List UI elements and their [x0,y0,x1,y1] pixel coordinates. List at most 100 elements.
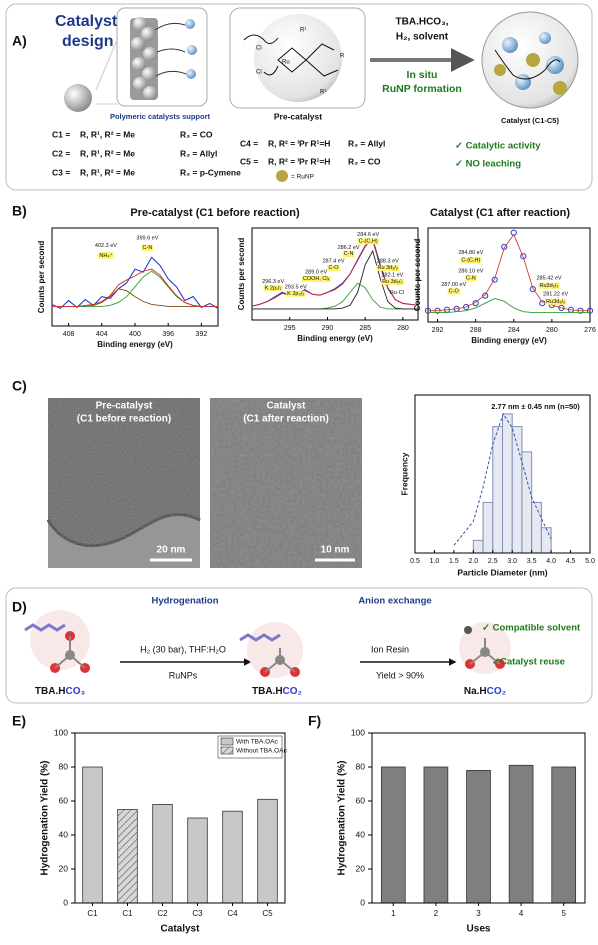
bar [82,766,103,904]
y-tick-label: 80 [59,761,69,771]
bar [380,766,406,904]
peak-label: 284.6 eV [357,232,379,238]
bar [187,817,208,904]
plot-frame [427,227,591,323]
label-highlight [460,257,482,264]
bar [466,770,491,904]
x-axis-label: Uses [467,924,491,935]
peak-label: 289.0 eV [305,270,327,276]
atom-label: Cl [256,46,262,52]
fit-curve [453,412,552,546]
catalyst-def: R₃ = Allyl [180,148,217,158]
peak-label: C-N [466,275,476,281]
compound-prefix: Na.H [464,686,487,697]
x-tick-label: C1 [87,909,98,918]
x-tick-label: C3 [192,909,203,918]
x-tick-label: 404 [96,331,108,338]
histogram-bar [540,527,552,554]
spectrum-line [251,240,419,307]
compound-label: Na.HCO₂ [464,686,506,697]
peak-label: COOH, Clₓ [303,276,330,282]
step-title: Anion exchange [358,596,431,607]
peak-label: Ru3d₃/₂ [539,283,558,289]
catalyst-def: R, R¹, R² = Me [80,129,135,139]
design-title: design [62,33,114,50]
compound-prefix: TBA.H [252,686,283,697]
x-tick-label: C5 [262,909,273,918]
catalyst-contents [494,32,567,95]
spectrum-line [252,249,418,310]
molecule-tba-hco3 [24,610,90,673]
peak-label: 285.42 eV [536,275,561,281]
plot-frame [251,227,419,321]
support-label: Polymeric catalysts support [110,112,211,121]
label-highlight [357,238,379,245]
in-situ-label: In situ [407,69,438,81]
y-axis-label: Hydrogenation Yield (%) [337,760,348,875]
catalyst-def: R₃ = CO [348,156,381,166]
x-axis-label: Particle Diameter (nm) [457,567,547,577]
catalyst-def: R₃ = p-Cymene [180,167,241,177]
peak-label: 293.5 eV [285,284,307,290]
molecule-na-hco2 [459,622,511,674]
catalyst-def: R₃ = CO [180,129,213,139]
label-highlight [141,245,154,252]
peak-label: C-(C,H) [461,257,480,263]
step-condition: Ion Resin [371,644,409,654]
label-highlight [464,275,477,282]
label-highlight [263,285,283,292]
histogram-bar [472,539,484,554]
peak-label: Ru 3d₃/₂ [378,265,399,271]
x-tick-label: 3.5 [527,558,537,565]
peak-label: Ru 3d₅/₂ [382,279,403,285]
histogram-bar [492,426,503,554]
histogram-bar [502,413,513,554]
x-tick-label: 392 [196,331,208,338]
polymer-support [130,17,197,100]
molecule-tba-hco2 [239,622,303,678]
x-axis-label: Binding energy (eV) [97,340,173,349]
y-tick-label: 20 [59,863,69,873]
data-point [520,253,527,260]
panel-label: B) [12,203,27,219]
y-tick-label: 100 [54,727,68,737]
catalyst-def: C3 = [52,167,70,177]
histogram-bar [482,501,494,554]
atom-label: R¹ [300,28,306,34]
panel-label: C) [12,378,27,394]
x-tick-label: 4 [519,909,524,918]
compound-label: TBA.HCO₃ [35,686,86,697]
catalyst-def: C4 = [240,138,258,148]
peak-label: 284.80 eV [458,250,483,256]
panel-label: F) [308,713,321,729]
peak-label: Ru-Cl [390,290,404,296]
y-axis-label: Counts per second [237,238,246,311]
peak-label: 296.3 eV [262,279,284,285]
spectrum-line [52,268,218,307]
plot-frame [74,732,286,904]
catalyst-def: R, R² = ⁱPr R¹=H [268,137,330,148]
bar [117,809,138,904]
scale-label: 20 nm [157,545,186,556]
bar [152,804,173,904]
catalyst-def: R, R² = ⁱPr R¹=H [268,155,330,166]
label-highlight [98,251,114,259]
catalyst-def: C5 = [240,156,258,166]
y-axis-label: Counts per second [413,239,422,312]
panel-label: A) [12,33,27,49]
reaction-condition: H₂, solvent [396,32,449,43]
label-highlight [342,251,355,258]
histogram-annotation: 2.77 nm ± 0.45 nm (n=50) [491,402,580,411]
y-tick-label: 100 [351,727,365,737]
x-axis-label: Binding energy (eV) [471,336,547,345]
peak-label: C-N [344,251,354,257]
image-title: Pre-catalyst [96,401,153,412]
step-condition: H₂ (30 bar), THF:H₂O [140,644,226,654]
data-point [463,303,470,311]
reaction-condition: TBA.HCO₃, [396,17,449,28]
legend-label: With TBA.OAc [236,739,279,746]
label-highlight [545,298,567,305]
x-tick-label: 4.5 [566,558,576,565]
x-tick-label: 396 [162,331,174,338]
runp-label: = RuNP [291,174,314,181]
